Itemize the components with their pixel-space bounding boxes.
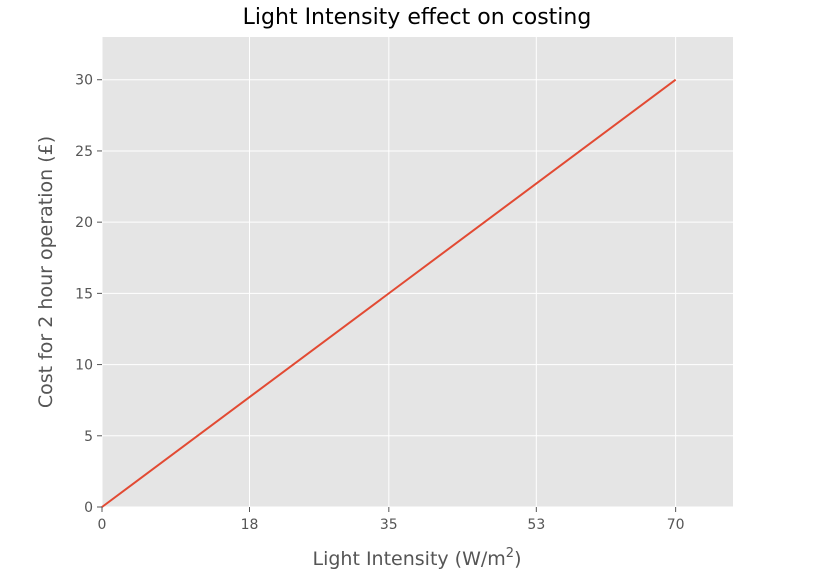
y-tick-label: 5 <box>84 429 93 445</box>
y-gridlines <box>102 79 733 508</box>
y-tick-label: 15 <box>75 286 93 302</box>
series-line <box>101 78 677 508</box>
x-tick-label: 35 <box>380 517 398 533</box>
x-gridlines <box>101 37 677 507</box>
y-tick-label: 30 <box>75 73 93 89</box>
y-axis-label: Cost for 2 hour operation (£) <box>35 136 57 408</box>
x-tick-label: 18 <box>241 517 259 533</box>
x-tick-label: 70 <box>667 517 685 533</box>
x-tick-label: 53 <box>527 517 545 533</box>
x-axis-label: Light Intensity (W/m2) <box>312 546 521 570</box>
y-tick-label: 0 <box>84 500 93 516</box>
x-tick-label: 0 <box>98 517 107 533</box>
x-ticks: 0 18 35 53 70 <box>98 507 685 533</box>
y-tick-label: 10 <box>75 358 93 374</box>
y-ticks: 0 5 10 15 20 25 30 <box>75 73 102 516</box>
series-group <box>101 78 677 508</box>
y-tick-label: 20 <box>75 215 93 231</box>
chart-title: Light Intensity effect on costing <box>243 5 592 30</box>
y-tick-label: 25 <box>75 144 93 160</box>
